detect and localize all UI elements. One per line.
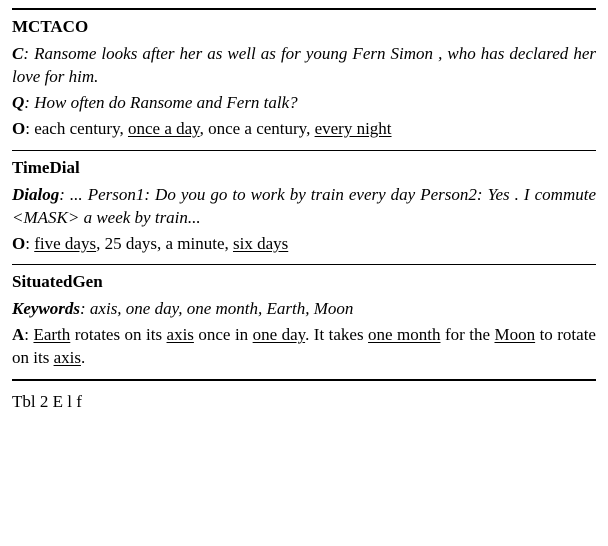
section-title: SituatedGen — [12, 271, 596, 294]
row-label: A — [12, 325, 24, 344]
underlined-span: every night — [315, 119, 392, 138]
row-context: C: Ransome looks after her as well as fo… — [12, 43, 596, 89]
row-options: O: each century, once a day, once a cent… — [12, 118, 596, 141]
examples-table: MCTACO C: Ransome looks after her as wel… — [12, 8, 596, 381]
underlined-span: one month — [368, 325, 440, 344]
row-content: Ransome looks after her as well as for y… — [12, 44, 596, 86]
row-sep: : — [23, 44, 34, 63]
row-content: each century, once a day, once a century… — [34, 119, 391, 138]
table-caption: Tbl 2 E l f — [12, 391, 596, 414]
underlined-span: axis — [54, 348, 81, 367]
underlined-span: five days — [34, 234, 96, 253]
row-sep: : — [80, 299, 90, 318]
underlined-span: Earth — [33, 325, 70, 344]
row-sep: : — [25, 119, 34, 138]
row-content: ... Person1: Do you go to work by train … — [12, 185, 596, 227]
row-label: Keywords — [12, 299, 80, 318]
text-span: . — [81, 348, 85, 367]
text-span: Ransome looks after her as well as for y… — [12, 44, 596, 86]
row-sep: : — [24, 93, 34, 112]
underlined-span: six days — [233, 234, 288, 253]
underlined-span: one day — [253, 325, 305, 344]
text-span: rotates on its — [70, 325, 166, 344]
row-label: Dialog — [12, 185, 59, 204]
underlined-span: axis — [167, 325, 194, 344]
row-label: O — [12, 119, 25, 138]
text-span: ... Person1: Do you go to work by train … — [12, 185, 596, 227]
row-dialog: Dialog: ... Person1: Do you go to work b… — [12, 184, 596, 230]
row-content: five days, 25 days, a minute, six days — [34, 234, 288, 253]
section-mctaco: MCTACO C: Ransome looks after her as wel… — [12, 10, 596, 150]
text-span: . It takes — [305, 325, 368, 344]
section-timedial: TimeDial Dialog: ... Person1: Do you go … — [12, 150, 596, 265]
row-label: Q — [12, 93, 24, 112]
section-title: MCTACO — [12, 16, 596, 39]
row-label: C — [12, 44, 23, 63]
row-sep: : — [59, 185, 70, 204]
row-question: Q: How often do Ransome and Fern talk? — [12, 92, 596, 115]
caption-prefix: T — [12, 392, 22, 411]
underlined-span: once a day — [128, 119, 200, 138]
text-span: , once a century, — [200, 119, 315, 138]
underlined-span: Moon — [494, 325, 535, 344]
row-content: Earth rotates on its axis once in one da… — [12, 325, 596, 367]
row-keywords: Keywords: axis, one day, one month, Eart… — [12, 298, 596, 321]
row-sep: : — [25, 234, 34, 253]
text-span: How often do Ransome and Fern talk? — [34, 93, 297, 112]
row-content: axis, one day, one month, Earth, Moon — [90, 299, 353, 318]
row-answer: A: Earth rotates on its axis once in one… — [12, 324, 596, 370]
caption-rest: bl 2 E l f — [22, 392, 82, 411]
row-label: O — [12, 234, 25, 253]
text-span: , 25 days, a minute, — [96, 234, 233, 253]
text-span: axis, one day, one month, Earth, Moon — [90, 299, 353, 318]
text-span: once in — [194, 325, 253, 344]
row-options: O: five days, 25 days, a minute, six day… — [12, 233, 596, 256]
text-span: each century, — [34, 119, 128, 138]
section-situatedgen: SituatedGen Keywords: axis, one day, one… — [12, 264, 596, 379]
section-title: TimeDial — [12, 157, 596, 180]
row-content: How often do Ransome and Fern talk? — [34, 93, 297, 112]
text-span: for the — [441, 325, 495, 344]
